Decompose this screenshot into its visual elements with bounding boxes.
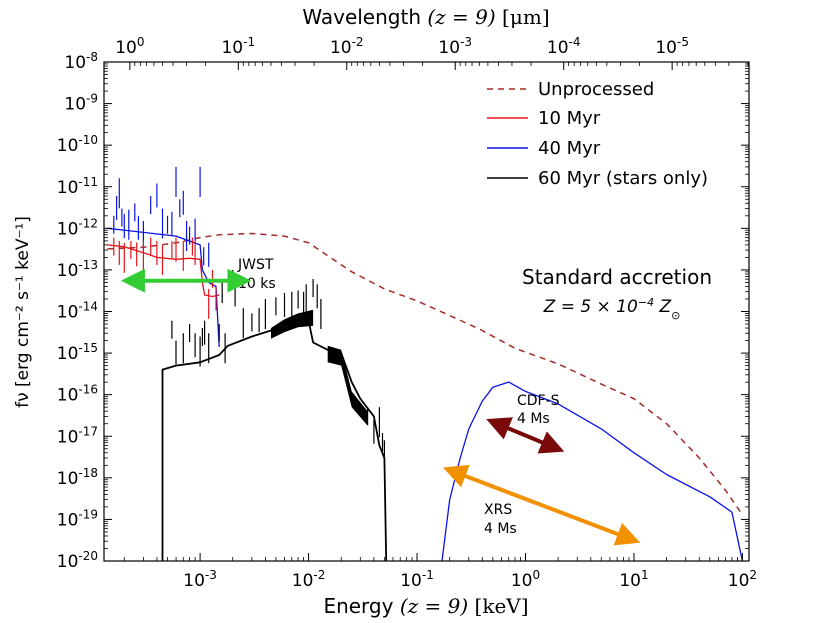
top-tick-label: 10-3 <box>438 35 472 58</box>
legend-label-60myr: 60 Myr (stars only) <box>538 168 708 189</box>
xrs-arrow <box>442 464 641 546</box>
top-tick-label: 100 <box>115 35 144 58</box>
legend-label-10myr: 10 Myr <box>538 108 601 129</box>
band-60myr-0 <box>271 309 314 339</box>
xrs-label: XRS <box>484 502 512 518</box>
y-tick-label: 10-20 <box>57 549 98 572</box>
x-tick-label: 102 <box>728 568 757 591</box>
y-tick-label: 10-19 <box>57 507 98 530</box>
metallicity-label: Z = 5 × 10−4 Z⊙ <box>543 296 681 322</box>
x-tick-label: 10-3 <box>183 568 217 591</box>
cdfs-label: CDF-S <box>517 393 560 409</box>
y-tick-label: 10-17 <box>57 424 98 447</box>
jwst-exposure-label: 10 ks <box>238 276 276 292</box>
series-unprocessed <box>107 232 744 516</box>
y-tick-label: 10-18 <box>57 466 98 489</box>
top-tick-label: 10-1 <box>221 35 255 58</box>
xrs-exposure-label: 4 Ms <box>484 521 517 537</box>
cdf-s-arrow <box>486 417 565 454</box>
legend-label-unprocessed: Unprocessed <box>538 79 654 100</box>
top-tick-label: 10-2 <box>330 35 364 58</box>
y-tick-label: 10-12 <box>57 216 98 239</box>
top-tick-label: 10-5 <box>655 35 689 58</box>
x-axis-title: Energy (z = 9) [keV] <box>323 594 528 618</box>
series-40-myr-x-ray <box>441 381 744 561</box>
y-tick-label: 10-10 <box>57 133 98 156</box>
y-tick-label: 10-16 <box>57 383 98 406</box>
y-tick-label: 10-14 <box>57 300 98 323</box>
jwst-label: JWST <box>237 257 274 273</box>
x-tick-label: 10-1 <box>400 568 434 591</box>
y-tick-label: 10-15 <box>57 341 98 364</box>
top-axis-title: Wavelength (z = 9) [μm] <box>302 5 549 29</box>
band-60myr-1 <box>327 345 368 426</box>
x-tick-label: 10-2 <box>292 568 326 591</box>
y-tick-label: 10-9 <box>64 92 98 115</box>
series-60-myr-stars-only- <box>161 319 388 561</box>
legend: Unprocessed 10 Myr 40 Myr 60 Myr (stars … <box>487 79 708 189</box>
y-axis-title: fν [erg cm⁻² s⁻¹ keV⁻¹] <box>13 216 33 408</box>
top-tick-label: 10-4 <box>547 35 581 58</box>
y-tick-label: 10-13 <box>57 258 98 281</box>
x-tick-label: 101 <box>619 568 648 591</box>
plot-frame <box>103 61 750 562</box>
cdfs-exposure-label: 4 Ms <box>517 411 550 427</box>
y-tick-label: 10-8 <box>64 50 98 73</box>
legend-label-40myr: 40 Myr <box>538 138 601 159</box>
y-tick-label: 10-11 <box>57 175 98 198</box>
x-tick-label: 100 <box>511 568 540 591</box>
model-title: Standard accretion <box>522 265 712 289</box>
